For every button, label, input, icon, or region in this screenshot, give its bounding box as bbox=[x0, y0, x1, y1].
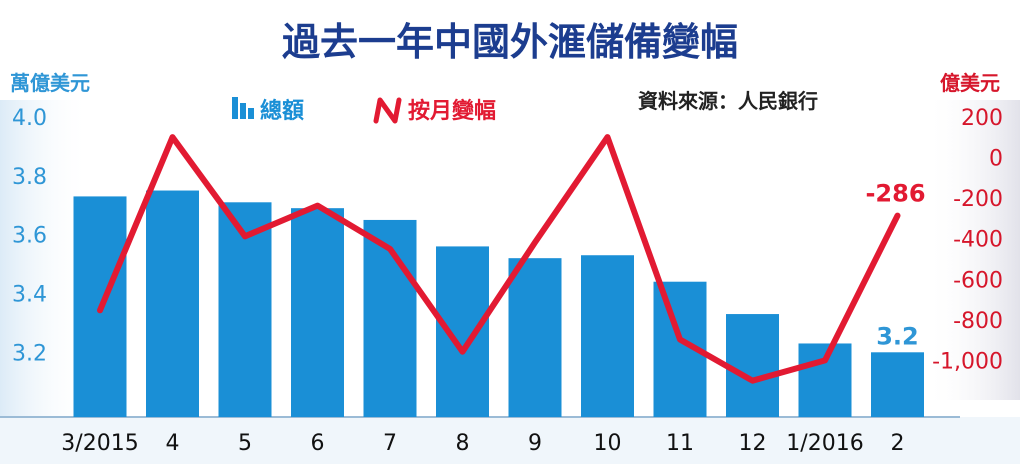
x-tick-label: 5 bbox=[238, 431, 252, 456]
x-tick-label: 9 bbox=[528, 431, 542, 456]
annotations: 3.2 -286 bbox=[865, 180, 925, 351]
bar-series bbox=[73, 190, 924, 417]
right-tick-label: -1,000 bbox=[932, 349, 1003, 374]
right-tick-label: 0 bbox=[989, 147, 1003, 172]
line-series bbox=[97, 134, 901, 384]
x-axis-labels: 3/2015 4 5 6 7 8 9 10 11 12 1/2016 2 bbox=[61, 431, 904, 456]
legend-bar-icon bbox=[232, 97, 254, 119]
monthly-change-line bbox=[97, 134, 901, 384]
right-tick-label: -200 bbox=[953, 187, 1003, 212]
legend-line-icon bbox=[373, 97, 402, 124]
right-axis-ticks: 200 0 -200 -400 -600 -800 -1,000 bbox=[932, 106, 1003, 374]
last-line-data-label: -286 bbox=[865, 180, 925, 208]
right-tick-label: -400 bbox=[953, 228, 1003, 253]
x-tick-label: 3/2015 bbox=[61, 431, 138, 456]
bar bbox=[291, 208, 344, 417]
right-tick-label: 200 bbox=[961, 106, 1003, 131]
x-tick-label: 11 bbox=[666, 431, 694, 456]
left-tick-label: 3.2 bbox=[12, 341, 47, 366]
left-axis-label: 萬億美元 bbox=[10, 71, 90, 95]
chart-title: 過去一年中國外滙儲備變幅 bbox=[282, 20, 738, 64]
legend-line-label: 按月變幅 bbox=[408, 98, 496, 124]
bar bbox=[871, 352, 924, 417]
right-axis-label: 億美元 bbox=[940, 71, 1000, 95]
bar bbox=[508, 258, 562, 417]
x-axis-strip bbox=[0, 417, 1020, 464]
right-tick-label: -800 bbox=[953, 309, 1003, 334]
x-tick-label: 8 bbox=[456, 431, 470, 456]
x-tick-label: 2 bbox=[891, 431, 905, 456]
bar bbox=[726, 314, 779, 417]
x-tick-label: 12 bbox=[739, 431, 767, 456]
last-bar-data-label: 3.2 bbox=[876, 322, 919, 350]
x-tick-label: 1/2016 bbox=[786, 431, 863, 456]
x-tick-label: 4 bbox=[166, 431, 180, 456]
source-note: 資料來源：人民銀行 bbox=[638, 89, 818, 113]
bar bbox=[436, 246, 489, 417]
left-tick-label: 3.4 bbox=[12, 282, 47, 307]
right-axis-band bbox=[925, 100, 1020, 400]
x-tick-label: 10 bbox=[594, 431, 622, 456]
x-tick-label: 7 bbox=[383, 431, 397, 456]
left-tick-label: 3.6 bbox=[12, 224, 47, 249]
legend: 總額 按月變幅 bbox=[232, 97, 496, 124]
bar bbox=[146, 190, 199, 417]
left-axis-ticks: 4.0 3.8 3.6 3.4 3.2 bbox=[12, 106, 47, 366]
legend-bar-label: 總額 bbox=[260, 98, 304, 124]
left-tick-label: 4.0 bbox=[12, 106, 47, 131]
left-tick-label: 3.8 bbox=[12, 165, 47, 190]
bar bbox=[581, 255, 634, 417]
right-tick-label: -600 bbox=[953, 268, 1003, 293]
x-tick-label: 6 bbox=[311, 431, 325, 456]
